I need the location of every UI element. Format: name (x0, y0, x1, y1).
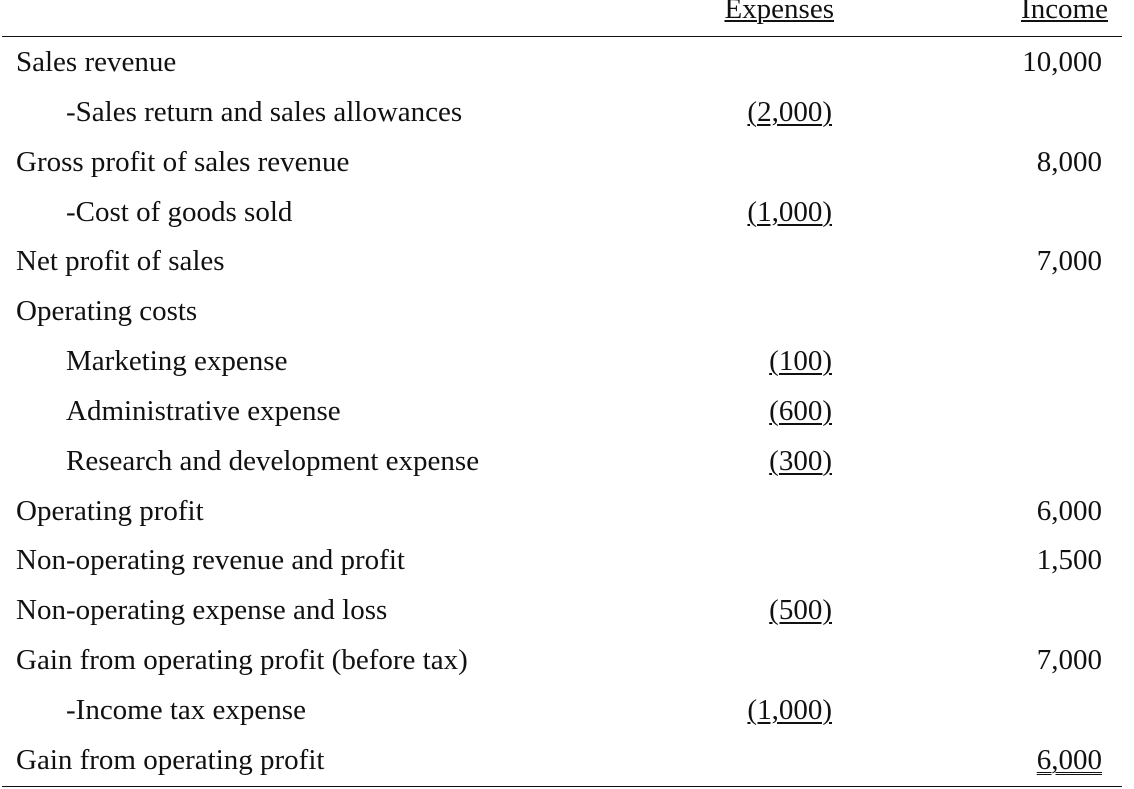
table-row: Sales revenue 10,000 (0, 38, 1124, 88)
row-label: Gain from operating profit (16, 743, 325, 776)
top-rule (2, 36, 1122, 37)
table-row: Non-operating expense and loss (500) (0, 586, 1124, 636)
income-column-header: Income (1021, 0, 1108, 25)
row-label: Gain from operating profit (before tax) (16, 644, 468, 677)
table-row: Operating profit 6,000 (0, 487, 1124, 537)
expense-value: (300) (769, 444, 832, 477)
income-value: 6,000 (1036, 743, 1102, 776)
row-label: Non-operating expense and loss (16, 594, 388, 627)
table-row: Net profit of sales 7,000 (0, 237, 1124, 287)
expense-value: (1,000) (747, 693, 832, 726)
statement-rows: Sales revenue 10,000 -Sales return and s… (0, 38, 1124, 786)
expenses-column-header: Expenses (724, 0, 834, 25)
income-value: 7,000 (1036, 245, 1102, 278)
expense-value: (100) (769, 345, 832, 378)
table-row: Research and development expense (300) (0, 437, 1124, 487)
row-label: Gross profit of sales revenue (16, 145, 350, 178)
table-row: -Sales return and sales allowances (2,00… (0, 88, 1124, 138)
table-row: Gain from operating profit (before tax) … (0, 636, 1124, 686)
row-label: -Sales return and sales allowances (66, 95, 463, 128)
table-row: Operating costs (0, 287, 1124, 337)
expense-value: (1,000) (747, 195, 832, 228)
row-label: Net profit of sales (16, 245, 225, 278)
table-row: Gain from operating profit 6,000 (0, 736, 1124, 786)
row-label: Research and development expense (66, 444, 480, 477)
expense-value: (2,000) (747, 95, 832, 128)
row-label: Administrative expense (66, 394, 341, 427)
income-value: 6,000 (1036, 494, 1102, 527)
table-row: -Income tax expense (1,000) (0, 686, 1124, 736)
income-value: 8,000 (1036, 145, 1102, 178)
table-row: Administrative expense (600) (0, 387, 1124, 437)
expense-value: (600) (769, 394, 832, 427)
row-label: Non-operating revenue and profit (16, 544, 405, 577)
table-row: Non-operating revenue and profit 1,500 (0, 536, 1124, 586)
expense-value: (500) (769, 594, 832, 627)
table-row: Marketing expense (100) (0, 337, 1124, 387)
income-value: 7,000 (1036, 644, 1102, 677)
row-label: -Cost of goods sold (66, 195, 293, 228)
table-row: -Cost of goods sold (1,000) (0, 188, 1124, 238)
income-value: 10,000 (1022, 46, 1102, 78)
row-label: Marketing expense (66, 345, 288, 378)
row-label: Operating costs (16, 295, 198, 328)
column-headers: Expenses Income (0, 0, 1124, 28)
table-row: Gross profit of sales revenue 8,000 (0, 138, 1124, 188)
bottom-rule (2, 786, 1122, 787)
row-label: Sales revenue (16, 46, 177, 78)
row-label: Operating profit (16, 494, 204, 527)
row-label: -Income tax expense (66, 693, 306, 726)
income-value: 1,500 (1036, 544, 1102, 577)
